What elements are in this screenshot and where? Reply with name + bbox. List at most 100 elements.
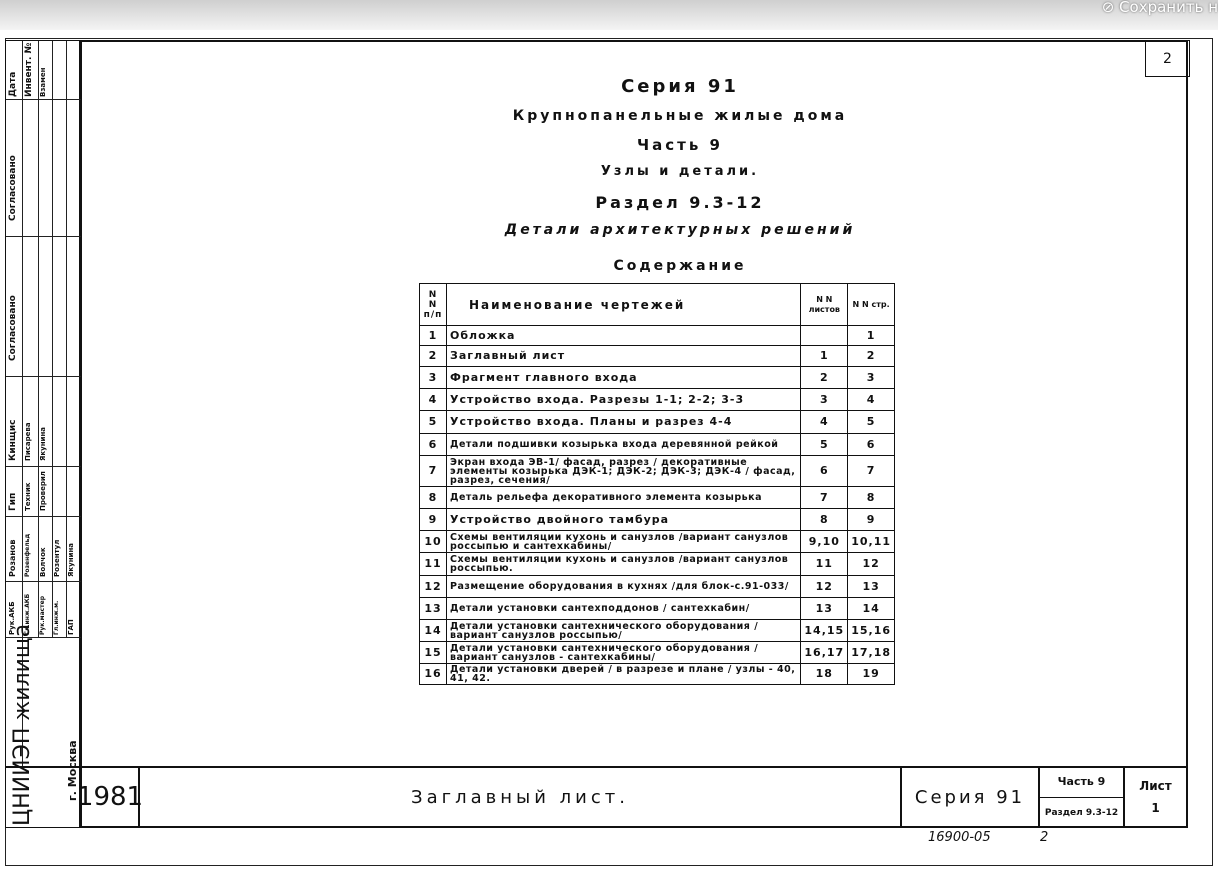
contents-heading: Содержание <box>613 258 747 274</box>
cell-sheets: 9,10 <box>800 530 849 553</box>
section-title: Детали архитектурных решений <box>504 222 856 238</box>
cell-n: 10 <box>419 530 447 553</box>
cell-pages: 9 <box>847 508 895 531</box>
part-heading: Часть 9 <box>637 136 723 154</box>
cell-n: 2 <box>419 345 447 367</box>
table-row: 14 Детали установки сантехнического обору… <box>419 619 895 642</box>
cell-sheets: 5 <box>800 433 849 456</box>
section-heading: Раздел 9.3-12 <box>595 193 765 212</box>
cell-pages: 13 <box>847 575 895 598</box>
cell-n: 5 <box>419 410 447 434</box>
cell-pages: 4 <box>847 388 895 411</box>
year: 1981 <box>77 766 143 828</box>
table-row: 6 Детали подшивки козырька входа деревянн… <box>419 433 895 456</box>
cell-sheets: 3 <box>800 388 849 411</box>
cell-pages: 17,18 <box>847 641 895 664</box>
cell-pages: 12 <box>847 552 895 576</box>
document-title: Крупнопанельные жилые дома <box>512 108 848 124</box>
cell-name: Экран входа ЭВ-1/ фасад, разрез / декора… <box>445 455 802 487</box>
cell-n: 14 <box>419 619 447 642</box>
browser-toolbar: ⊘ Сохранить н <box>0 0 1218 30</box>
cell-sheets: 7 <box>800 486 849 509</box>
cell-n: 3 <box>419 366 447 389</box>
cell-pages: 15,16 <box>847 619 895 642</box>
cell-pages: 8 <box>847 486 895 509</box>
cell-sheets: 13 <box>800 597 849 620</box>
contents-table: N N п/п Наименование чертежей N N листов… <box>419 283 895 685</box>
cell-name: Детали установки сантехнического оборудо… <box>445 619 802 642</box>
cell-pages: 2 <box>847 345 895 367</box>
cell-sheets: 8 <box>800 508 849 531</box>
cell-pages: 3 <box>847 366 895 389</box>
subtitle: Узлы и детали. <box>600 164 760 179</box>
save-button[interactable]: ⊘ Сохранить н <box>1101 0 1218 16</box>
side-stamp-strip: Дата Инвент. № Взамен Согласовано Соглас… <box>5 40 81 828</box>
cell-sheets: 4 <box>800 410 849 434</box>
save-icon: ⊘ <box>1101 0 1120 16</box>
cell-name: Деталь рельефа декоративного элемента ко… <box>445 486 802 509</box>
cell-sheets: 16,17 <box>800 641 849 664</box>
cell-n: 4 <box>419 388 447 411</box>
table-row: 15 Детали установки сантехнического обору… <box>419 641 895 664</box>
cell-sheets: 1 <box>800 345 849 367</box>
table-row: 9 Устройство двойного тамбура 8 9 <box>419 508 895 531</box>
title-block-series: Серия 91 <box>900 766 1038 828</box>
cell-pages: 6 <box>847 433 895 456</box>
cell-name: Устройство двойного тамбура <box>445 508 802 531</box>
cell-n: 1 <box>419 325 447 346</box>
table-row: 3 Фрагмент главного входа 2 3 <box>419 366 895 389</box>
cell-sheets: 6 <box>800 455 849 487</box>
cell-pages: 5 <box>847 410 895 434</box>
sheet-title: Заглавный лист. <box>138 766 900 828</box>
cell-sheets: 2 <box>800 366 849 389</box>
cell-sheets: 11 <box>800 552 849 576</box>
table-row: 1 Обложка 1 <box>419 325 895 346</box>
cell-name: Схемы вентиляции кухонь и санузлов /вари… <box>445 552 802 576</box>
cell-name: Детали подшивки козырька входа деревянно… <box>445 433 802 456</box>
cell-pages: 1 <box>847 325 895 346</box>
table-row: 4 Устройство входа. Разрезы 1-1; 2-2; 3-3… <box>419 388 895 411</box>
cell-name: Детали установки сантехподдонов / сантех… <box>445 597 802 620</box>
cell-n: 9 <box>419 508 447 531</box>
table-row: 5 Устройство входа. Планы и разрез 4-4 4 5 <box>419 410 895 434</box>
table-row: 16 Детали установки дверей / в разрезе и … <box>419 663 895 685</box>
cell-pages: 19 <box>847 663 895 685</box>
cell-name: Фрагмент главного входа <box>445 366 802 389</box>
cell-sheets: 12 <box>800 575 849 598</box>
part-section-cell: Часть 9 Раздел 9.3-12 <box>1038 766 1123 828</box>
cell-pages: 7 <box>847 455 895 487</box>
cell-sheets: 18 <box>800 663 849 685</box>
cell-n: 7 <box>419 455 447 487</box>
cell-n: 6 <box>419 433 447 456</box>
cell-n: 12 <box>419 575 447 598</box>
table-header: N N п/п Наименование чертежей N N листов… <box>419 283 895 326</box>
cell-name: Детали установки сантехнического оборудо… <box>445 641 802 664</box>
table-row: 7 Экран входа ЭВ-1/ фасад, разрез / декор… <box>419 455 895 487</box>
table-row: 13 Детали установки сантехподдонов / сант… <box>419 597 895 620</box>
archive-number: 16900-05 <box>928 830 991 845</box>
cell-n: 15 <box>419 641 447 664</box>
cell-name: Детали установки дверей / в разрезе и пл… <box>445 663 802 685</box>
table-row: 12 Размещение оборудования в кухнях /для … <box>419 575 895 598</box>
cell-name: Размещение оборудования в кухнях /для бл… <box>445 575 802 598</box>
cell-pages: 10,11 <box>847 530 895 553</box>
cell-n: 16 <box>419 663 447 685</box>
sheet-corner-number: 2 <box>1145 40 1190 77</box>
table-row: 11 Схемы вентиляции кухонь и санузлов /ва… <box>419 552 895 576</box>
table-row: 10 Схемы вентиляции кухонь и санузлов /ва… <box>419 530 895 553</box>
cell-sheets: 14,15 <box>800 619 849 642</box>
cell-pages: 14 <box>847 597 895 620</box>
table-row: 8 Деталь рельефа декоративного элемента к… <box>419 486 895 509</box>
title-block <box>5 766 1188 830</box>
cell-n: 13 <box>419 597 447 620</box>
page-number: 2 <box>1040 830 1049 845</box>
sheet-number-cell: Лист 1 <box>1123 766 1188 828</box>
cell-name: Устройство входа. Разрезы 1-1; 2-2; 3-3 <box>445 388 802 411</box>
table-row: 2 Заглавный лист 1 2 <box>419 345 895 367</box>
cell-name: Заглавный лист <box>445 345 802 367</box>
cell-n: 8 <box>419 486 447 509</box>
cell-name: Схемы вентиляции кухонь и санузлов /вари… <box>445 530 802 553</box>
series-heading: Серия 91 <box>621 76 739 97</box>
cell-sheets <box>800 325 849 346</box>
drawing-frame <box>80 40 1188 828</box>
